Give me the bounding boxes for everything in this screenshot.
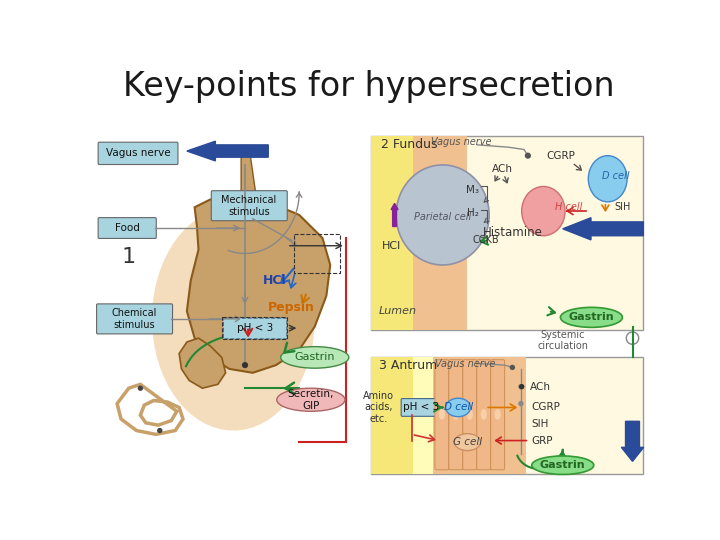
Ellipse shape (588, 156, 627, 202)
Text: Vagus nerve: Vagus nerve (106, 148, 171, 158)
Text: CGRP: CGRP (532, 402, 561, 413)
FancyBboxPatch shape (96, 304, 173, 334)
Polygon shape (187, 195, 330, 373)
Ellipse shape (560, 307, 622, 327)
Text: Pepsin: Pepsin (268, 301, 315, 314)
Text: Gastrin: Gastrin (540, 460, 585, 470)
Text: Key-points for hypersecretion: Key-points for hypersecretion (123, 70, 615, 103)
Ellipse shape (522, 186, 565, 236)
Text: SIH: SIH (532, 420, 549, 429)
Text: HCl: HCl (382, 241, 400, 251)
Text: Secretin,
GIP: Secretin, GIP (288, 389, 334, 410)
Polygon shape (241, 146, 256, 202)
Circle shape (525, 153, 531, 159)
Text: GRP: GRP (532, 436, 553, 446)
Text: Chemical
stimulus: Chemical stimulus (112, 308, 157, 330)
Circle shape (157, 428, 163, 433)
FancyBboxPatch shape (490, 360, 505, 470)
Circle shape (242, 362, 248, 368)
FancyArrow shape (391, 204, 398, 226)
Circle shape (518, 401, 523, 406)
Bar (294, 234, 341, 273)
Text: ACh: ACh (492, 164, 513, 174)
Text: D cell: D cell (601, 172, 629, 181)
Text: pH < 3: pH < 3 (237, 323, 273, 333)
Text: Amino
acids,
etc.: Amino acids, etc. (363, 391, 394, 424)
Circle shape (518, 384, 523, 389)
Ellipse shape (281, 347, 349, 368)
FancyBboxPatch shape (463, 360, 477, 470)
FancyBboxPatch shape (449, 360, 463, 470)
Ellipse shape (467, 409, 473, 420)
Ellipse shape (453, 409, 459, 420)
Bar (413, 357, 433, 475)
Text: Vagus nerve: Vagus nerve (431, 137, 492, 147)
Text: 3 Antrum: 3 Antrum (379, 359, 437, 372)
Ellipse shape (495, 409, 500, 420)
FancyBboxPatch shape (223, 318, 287, 339)
Text: HCl: HCl (263, 274, 287, 287)
Bar (371, 357, 413, 475)
Text: M₃: M₃ (467, 185, 480, 195)
Ellipse shape (454, 434, 481, 450)
Text: CGRP: CGRP (546, 151, 575, 161)
Text: D cell: D cell (444, 402, 473, 413)
Ellipse shape (438, 409, 445, 420)
Text: 2 Fundus: 2 Fundus (381, 138, 437, 151)
FancyBboxPatch shape (211, 191, 287, 221)
Text: ACh: ACh (529, 382, 550, 392)
Text: Mechanical
stimulus: Mechanical stimulus (221, 195, 276, 217)
Circle shape (242, 145, 248, 151)
FancyBboxPatch shape (435, 360, 449, 470)
Bar (222, 318, 287, 339)
Text: Lumen: Lumen (378, 306, 416, 316)
Text: 1: 1 (122, 247, 136, 267)
Circle shape (243, 320, 249, 326)
Text: Systemic
circulation: Systemic circulation (537, 329, 588, 351)
Text: Parietal cell: Parietal cell (414, 212, 472, 222)
Ellipse shape (276, 388, 345, 411)
Text: Histamine: Histamine (483, 226, 543, 239)
FancyBboxPatch shape (98, 218, 156, 239)
Text: CCKB: CCKB (473, 235, 500, 245)
Polygon shape (179, 338, 225, 388)
Text: Gastrin: Gastrin (569, 312, 614, 322)
Ellipse shape (481, 409, 487, 420)
Text: pH < 3: pH < 3 (402, 402, 439, 413)
Text: SIH: SIH (615, 202, 631, 212)
FancyArrow shape (621, 421, 644, 461)
Bar (371, 136, 644, 330)
Ellipse shape (446, 398, 471, 417)
Text: G cell: G cell (453, 437, 482, 447)
Text: Food: Food (114, 223, 140, 233)
Text: H cell: H cell (555, 202, 582, 212)
FancyArrow shape (187, 141, 269, 161)
FancyBboxPatch shape (98, 142, 178, 165)
Circle shape (519, 384, 524, 389)
FancyArrow shape (563, 218, 644, 240)
FancyBboxPatch shape (401, 399, 441, 416)
FancyBboxPatch shape (477, 360, 490, 470)
Text: Vagus nerve: Vagus nerve (435, 359, 495, 369)
Bar (371, 136, 413, 330)
Ellipse shape (152, 207, 315, 430)
Bar (413, 136, 467, 330)
Text: Gastrin: Gastrin (294, 353, 335, 362)
Bar (433, 357, 526, 475)
Ellipse shape (532, 456, 594, 475)
Bar (371, 357, 644, 475)
Circle shape (510, 364, 515, 370)
Circle shape (138, 386, 143, 391)
Ellipse shape (396, 165, 489, 265)
Text: H₂: H₂ (467, 208, 479, 218)
